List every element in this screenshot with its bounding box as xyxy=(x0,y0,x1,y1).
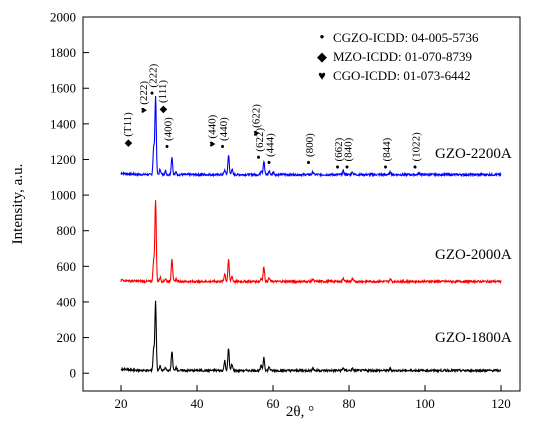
plot-frame xyxy=(82,16,521,392)
x-tick-label: 100 xyxy=(415,396,435,411)
peak-label: • (662) xyxy=(330,137,345,169)
peak-label: • (222) xyxy=(144,63,159,95)
svg-text:♥ (222): ♥ (222) xyxy=(138,81,150,114)
legend-entry: CGZO-ICDD: 04-005-5736 xyxy=(333,30,479,45)
y-tick-label: 600 xyxy=(57,259,77,274)
legend: • CGZO-ICDD: 04-005-5736 ◆ MZO-ICDD: 01-070… xyxy=(317,30,479,83)
peak-label: • (840) xyxy=(340,137,355,169)
peak-label: ◆ (Ƭ11) xyxy=(122,112,134,147)
x-tick-label: 40 xyxy=(191,396,204,411)
peak-label: • (622) xyxy=(251,128,266,160)
svg-text:• (1022): • (1022) xyxy=(407,132,422,169)
svg-text:• (844): • (844) xyxy=(378,137,393,169)
x-axis-title: 2θ, ° xyxy=(286,404,314,420)
series-label: GZO-2200A xyxy=(435,146,512,162)
peak-label: ◆ (111) xyxy=(157,80,169,114)
svg-text:♥ (622): ♥ (622) xyxy=(250,104,262,137)
legend-entry: CGO-ICDD: 01-073-6442 xyxy=(333,68,471,83)
series-label: GZO-1800A xyxy=(435,330,512,346)
x-tick-label: 80 xyxy=(343,396,356,411)
y-tick-label: 2000 xyxy=(50,10,76,25)
peak-label: • (400) xyxy=(160,117,175,149)
svg-text:• (662): • (662) xyxy=(330,137,345,169)
x-tick-label: 120 xyxy=(491,396,511,411)
peak-label: • (444) xyxy=(261,133,276,165)
legend-marker: ◆ xyxy=(317,49,327,64)
series-line-gzo-1800a xyxy=(120,300,502,374)
peak-label: • (1022) xyxy=(407,132,422,169)
y-tick-label: 800 xyxy=(57,223,77,238)
peak-label: • (844) xyxy=(378,137,393,169)
svg-text:• (222): • (222) xyxy=(144,63,159,95)
y-tick-label: 1000 xyxy=(50,188,76,203)
legend-marker: • xyxy=(319,30,324,46)
series-label: GZO-2000A xyxy=(435,247,512,263)
peak-label: ♥ (222) xyxy=(138,81,150,114)
y-axis-title: Intensity, a.u. xyxy=(10,164,26,245)
svg-text:◆ (Ƭ11): ◆ (Ƭ11) xyxy=(122,112,134,147)
svg-text:• (440): • (440) xyxy=(215,117,230,149)
y-tick-label: 1400 xyxy=(50,116,76,131)
svg-text:◆ (111): ◆ (111) xyxy=(157,80,169,114)
x-tick-label: 60 xyxy=(267,396,280,411)
series-line-gzo-2200a xyxy=(120,95,502,178)
svg-text:• (840): • (840) xyxy=(340,137,355,169)
y-tick-label: 1200 xyxy=(50,152,76,167)
svg-text:♥ (440): ♥ (440) xyxy=(207,114,219,147)
legend-entry: MZO-ICDD: 01-070-8739 xyxy=(333,49,472,64)
peak-label: ♥ (622) xyxy=(250,104,262,137)
peak-label: ♥ (440) xyxy=(207,114,219,147)
svg-text:• (400): • (400) xyxy=(160,117,175,149)
y-tick-label: 200 xyxy=(57,330,77,345)
svg-text:• (444): • (444) xyxy=(261,133,276,165)
y-tick-label: 0 xyxy=(70,366,77,381)
y-tick-label: 1800 xyxy=(50,45,76,60)
y-tick-label: 400 xyxy=(57,294,77,309)
peak-label: • (800) xyxy=(301,133,316,165)
y-tick-label: 1600 xyxy=(50,81,76,96)
series-line-gzo-2000a xyxy=(120,200,502,285)
x-tick-label: 20 xyxy=(115,396,128,411)
svg-text:• (800): • (800) xyxy=(301,133,316,165)
legend-marker: ♥ xyxy=(318,68,326,83)
svg-text:• (622): • (622) xyxy=(251,128,266,160)
peak-label: • (440) xyxy=(215,117,230,149)
